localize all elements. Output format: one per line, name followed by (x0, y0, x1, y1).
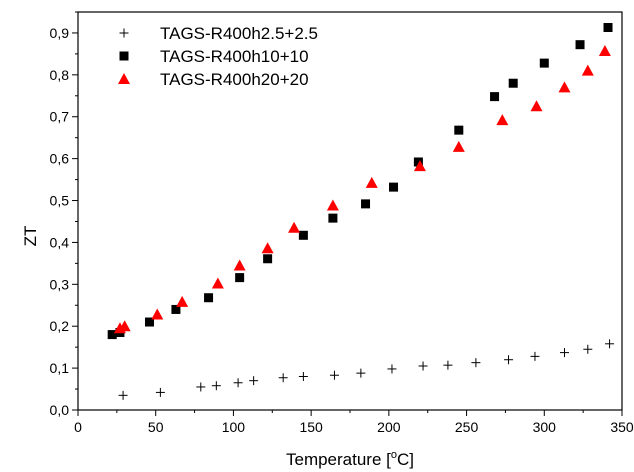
plus-point (583, 344, 593, 354)
series-square (107, 23, 613, 340)
plus-point (605, 339, 615, 349)
triangle-point (261, 242, 274, 254)
plus-point (356, 368, 366, 378)
triangle-point (496, 114, 509, 126)
y-axis-title: ZT (21, 226, 40, 247)
series-plus (118, 339, 615, 400)
plus-point (196, 382, 206, 392)
x-tick-label: 100 (222, 419, 246, 435)
x-axis-title-degree: o (391, 449, 397, 461)
triangle-point (558, 81, 571, 93)
triangle-point (365, 176, 378, 188)
plus-point (530, 351, 540, 361)
plus-point (249, 376, 259, 386)
square-point (508, 78, 518, 88)
x-axis-title-main: Temperature [ (286, 450, 391, 469)
plus-point (278, 373, 288, 383)
square-point (490, 92, 500, 102)
legend-marker-square (119, 51, 129, 61)
triangle-point (233, 259, 246, 271)
plus-point (387, 364, 397, 374)
square-point (171, 304, 181, 314)
triangle-point (211, 277, 224, 289)
triangle-point (151, 308, 164, 320)
square-point (361, 199, 371, 209)
y-tick-label: 0,1 (50, 360, 70, 376)
triangle-point (176, 295, 189, 307)
y-tick-label: 0,7 (50, 109, 70, 125)
square-point (263, 254, 273, 264)
data-markers (107, 23, 615, 400)
square-point (389, 182, 399, 192)
plus-point (155, 387, 165, 397)
triangle-point (530, 100, 543, 112)
square-point (107, 330, 117, 340)
legend-label: TAGS-R400h2.5+2.5 (160, 24, 318, 43)
plus-point (418, 361, 428, 371)
plus-point (471, 358, 481, 368)
x-tick-label: 150 (299, 419, 323, 435)
square-point (454, 125, 464, 135)
square-point (144, 317, 154, 327)
legend: TAGS-R400h2.5+2.5 TAGS-R400h10+10 TAGS-R40… (118, 24, 318, 89)
x-axis-title-unit: C] (397, 450, 414, 469)
plus-point (118, 390, 128, 400)
square-point (204, 293, 214, 303)
legend-label: TAGS-R400h10+10 (160, 47, 309, 66)
y-tick-label: 0,2 (50, 318, 70, 334)
plus-point (298, 371, 308, 381)
plus-point (443, 360, 453, 370)
axes: 0 50 100 150 200 250 300 350 0,0 0,1 0,2 0,3 0,4 0,5 0… (50, 11, 634, 435)
plus-point (329, 370, 339, 380)
square-point (603, 23, 613, 33)
y-tick-label: 0,9 (50, 25, 70, 41)
y-tick-label: 0,5 (50, 193, 70, 209)
series-triangle (113, 44, 611, 334)
square-point (413, 157, 423, 167)
legend-marker-triangle (118, 73, 130, 84)
x-tick-label: 350 (610, 419, 634, 435)
plus-point (504, 355, 514, 365)
triangle-point (598, 44, 611, 56)
y-tick-label: 0,0 (50, 402, 70, 418)
triangle-point (118, 320, 131, 332)
legend-label: TAGS-R400h20+20 (160, 70, 309, 89)
square-point (539, 58, 549, 68)
triangle-point (326, 199, 339, 211)
x-tick-label: 200 (377, 419, 401, 435)
y-tick-label: 0,8 (50, 67, 70, 83)
square-point (235, 273, 245, 283)
y-tick-label: 0,6 (50, 151, 70, 167)
triangle-point (581, 64, 594, 76)
plus-point (211, 381, 221, 391)
triangle-point (288, 221, 301, 233)
legend-marker-plus (119, 28, 129, 38)
x-axis-title: Temperature [oC] (286, 449, 414, 469)
x-tick-label: 0 (74, 419, 82, 435)
square-point (328, 213, 338, 223)
x-tick-label: 50 (148, 419, 164, 435)
x-tick-label: 250 (455, 419, 479, 435)
y-tick-label: 0,4 (50, 234, 70, 250)
plus-point (559, 348, 569, 358)
x-tick-label: 300 (533, 419, 557, 435)
plus-point (233, 378, 243, 388)
y-tick-label: 0,3 (50, 276, 70, 292)
square-point (575, 40, 585, 50)
triangle-point (413, 160, 426, 172)
square-point (298, 230, 308, 240)
triangle-point (452, 140, 465, 152)
